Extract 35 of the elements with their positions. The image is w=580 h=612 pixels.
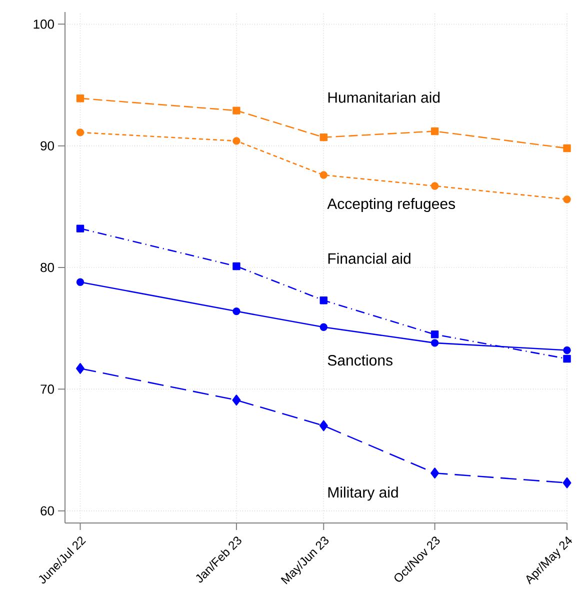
point	[320, 296, 328, 304]
point	[431, 182, 439, 190]
point	[232, 106, 240, 114]
point	[320, 420, 328, 432]
y-tick-label: 100	[34, 20, 54, 29]
point	[431, 330, 439, 338]
y-tick-label: 60	[40, 506, 54, 516]
point	[563, 346, 572, 354]
point	[76, 278, 84, 286]
y-tick-label: 70	[40, 384, 54, 394]
point	[320, 133, 328, 142]
point	[563, 144, 572, 152]
series-label: Sanctions	[328, 354, 393, 366]
text: Financial aid	[328, 252, 411, 264]
point	[431, 127, 439, 136]
point	[76, 363, 85, 374]
point	[431, 339, 439, 347]
point	[232, 137, 240, 145]
point	[232, 394, 241, 406]
point	[562, 477, 572, 488]
y-tick-label: 80	[40, 262, 54, 272]
point	[563, 196, 572, 204]
point	[232, 307, 240, 316]
point	[76, 224, 84, 232]
point	[320, 323, 328, 331]
point	[320, 171, 328, 179]
series-label: Accepting refugees	[327, 198, 456, 212]
y-tick-label: 90	[40, 141, 54, 150]
point	[563, 354, 572, 363]
point	[430, 468, 440, 479]
series-label: Humanitarian aid	[328, 92, 440, 103]
series-label: Military aid	[328, 486, 398, 501]
point	[76, 94, 84, 102]
point	[76, 128, 84, 136]
point	[232, 262, 240, 270]
